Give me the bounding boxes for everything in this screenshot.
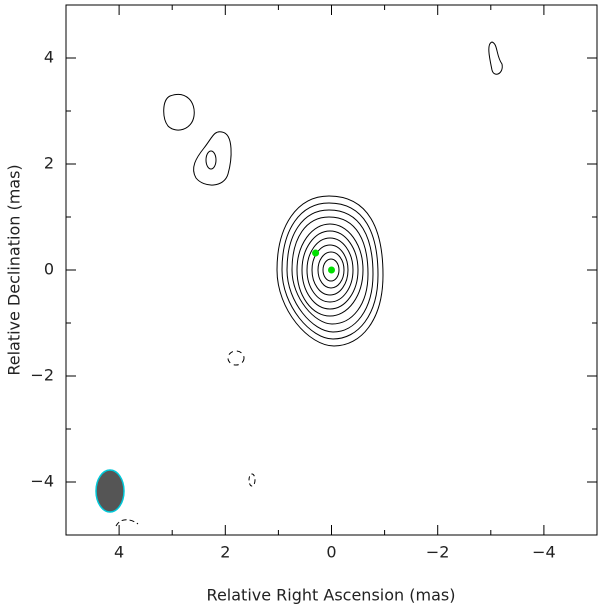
contour [205, 150, 217, 170]
beam [95, 469, 125, 513]
contour [276, 195, 384, 347]
y-tick-label: 4 [44, 48, 54, 67]
contour [163, 94, 195, 131]
contour [301, 230, 359, 310]
x-tick-label: −2 [426, 543, 450, 562]
contour [311, 244, 349, 296]
component [328, 266, 335, 274]
x-axis-label: Relative Right Ascension (mas) [207, 586, 456, 605]
y-axis-label: Relative Declination (mas) [5, 164, 24, 375]
contour [296, 223, 364, 317]
y-tick-label: −2 [30, 366, 54, 385]
contour [317, 251, 345, 289]
y-tick-label: 2 [44, 154, 54, 173]
x-tick-label: 4 [114, 543, 124, 562]
contour [193, 131, 232, 186]
contour [227, 350, 245, 366]
y-tick-label: 0 [44, 260, 54, 279]
contour [115, 519, 139, 527]
contour [286, 209, 374, 333]
contour [322, 258, 340, 282]
x-tick-label: 0 [326, 543, 336, 562]
contour [488, 41, 503, 75]
contours [115, 41, 503, 527]
contour [306, 237, 354, 303]
component [312, 249, 320, 257]
contour [248, 473, 256, 487]
x-tick-label: −4 [532, 543, 556, 562]
contour [281, 202, 379, 340]
contour [291, 216, 369, 325]
x-tick-label: 2 [220, 543, 230, 562]
y-tick-label: −4 [30, 472, 54, 491]
